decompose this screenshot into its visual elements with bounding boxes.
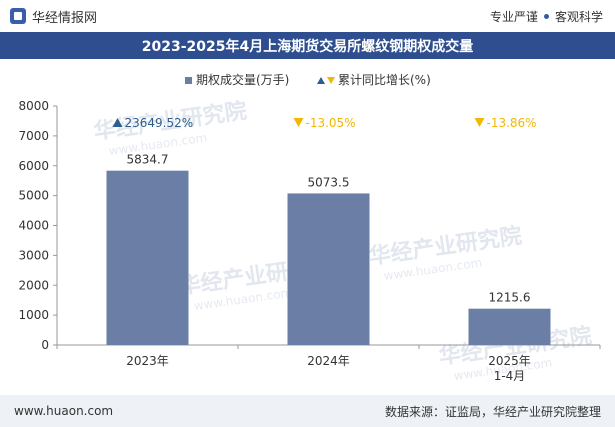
y-tick-label: 5000 bbox=[18, 189, 49, 203]
chart-title-bar: 2023-2025年4月上海期货交易所螺纹钢期权成交量 bbox=[0, 32, 615, 59]
bar bbox=[287, 193, 370, 345]
y-tick-label: 4000 bbox=[18, 219, 49, 233]
y-tick-label: 2000 bbox=[18, 278, 49, 292]
bars bbox=[106, 170, 551, 345]
legend-swatch-volume bbox=[185, 77, 192, 84]
bar-value-label: 5073.5 bbox=[308, 175, 350, 189]
growth-label: -13.86% bbox=[487, 116, 537, 130]
growth-label: -13.05% bbox=[306, 116, 356, 130]
y-tick-label: 7000 bbox=[18, 129, 49, 143]
growth-label: 23649.52% bbox=[125, 116, 194, 130]
brand: 华经情报网 bbox=[10, 7, 97, 26]
legend-triangle-down-icon bbox=[327, 77, 335, 84]
y-tick-label: 8000 bbox=[18, 99, 49, 113]
growth-down-triangle-icon bbox=[293, 118, 304, 127]
growth-up-triangle-icon bbox=[112, 118, 123, 127]
x-tick-label: 2023年 bbox=[126, 354, 169, 368]
huajing-logo-icon bbox=[10, 8, 26, 24]
footer-url: www.huaon.com bbox=[14, 404, 114, 418]
x-tick-label: 2024年 bbox=[307, 354, 350, 368]
legend-triangle-up-icon bbox=[317, 77, 325, 84]
y-tick-label: 3000 bbox=[18, 248, 49, 262]
x-tick-label: 1-4月 bbox=[494, 369, 526, 383]
bar-value-label: 1215.6 bbox=[489, 291, 531, 305]
y-tick-label: 6000 bbox=[18, 159, 49, 173]
x-tick-label: 2025年 bbox=[488, 354, 531, 368]
legend-label-growth: 累计同比增长(%) bbox=[338, 73, 431, 87]
legend-label-volume: 期权成交量(万手) bbox=[196, 72, 289, 87]
axes: 0 1000 2000 3000 4000 5000 6000 7000 8000 2023年 20… bbox=[18, 99, 601, 383]
tag-objective: 客观科学 bbox=[554, 9, 603, 24]
legend: 期权成交量(万手) 累计同比增长(%) bbox=[185, 72, 431, 87]
bullet-dot-icon bbox=[543, 13, 549, 19]
footer: www.huaon.com 数据来源：证监局，华经产业研究院整理 bbox=[0, 395, 615, 427]
bar-value-label: 5834.7 bbox=[127, 153, 169, 167]
y-tick-label: 1000 bbox=[18, 308, 49, 322]
bar bbox=[106, 170, 189, 345]
slogan-tags: 专业严谨 客观科学 bbox=[490, 8, 603, 25]
y-tick-label: 0 bbox=[41, 338, 49, 352]
tag-rigorous: 专业严谨 bbox=[489, 9, 538, 24]
footer-source: 数据来源：证监局，华经产业研究院整理 bbox=[384, 404, 601, 419]
brand-name: 华经情报网 bbox=[32, 10, 98, 26]
chart-title: 2023-2025年4月上海期货交易所螺纹钢期权成交量 bbox=[141, 38, 474, 55]
bar-chart: 华经产业研究院www.huaon.com华经产业研究院www.huaon.com… bbox=[18, 72, 601, 383]
top-bar: 华经情报网 专业严谨 客观科学 bbox=[0, 0, 615, 32]
growth-down-triangle-icon bbox=[474, 118, 485, 127]
bar bbox=[468, 308, 551, 345]
data-labels: 5834.7 23649.52% 5073.5 -13.05% 1215.6 -13.86… bbox=[112, 116, 537, 305]
